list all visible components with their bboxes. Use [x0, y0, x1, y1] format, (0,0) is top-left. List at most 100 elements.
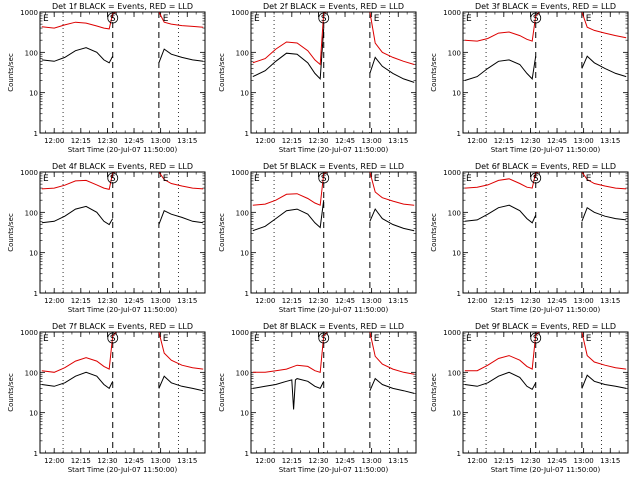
detector-panel-1: Det 1f BLACK = Events, RED = LLD Counts/s… — [7, 2, 206, 154]
series-line-events-seg1 — [41, 205, 114, 226]
y-tick-label: 100 — [25, 369, 38, 377]
x-tick-label: 13:00 — [362, 137, 382, 145]
x-tick-label: 12:00 — [44, 457, 64, 465]
start-marker-label: S — [110, 14, 116, 24]
y-tick-label: 10 — [240, 90, 249, 98]
x-tick-label: 13:15 — [600, 137, 620, 145]
x-tick-label: 12:45 — [124, 137, 144, 145]
series-line-lld-seg1 — [464, 331, 540, 372]
x-tick-label: 13:15 — [388, 137, 408, 145]
x-tick-label: 13:00 — [362, 457, 382, 465]
y-tick-label: 1000 — [231, 9, 249, 17]
panel-title: Det 6f BLACK = Events, RED = LLD — [475, 162, 616, 171]
x-axis-label: Start Time (20-Jul-07 11:50:00) — [491, 466, 601, 474]
series-line-lld-seg1 — [252, 11, 328, 66]
series-line-events-seg1 — [464, 204, 537, 224]
left-edge-marker-label: E — [254, 14, 260, 24]
x-tick-label: 13:15 — [177, 457, 197, 465]
y-tick-label: 1000 — [20, 9, 38, 17]
x-tick-label: 12:00 — [255, 297, 275, 305]
x-tick-label: 12:30 — [520, 297, 540, 305]
x-tick-label: 12:15 — [282, 457, 302, 465]
series-line-events-seg1 — [252, 28, 325, 81]
plot-frame — [462, 11, 629, 134]
y-tick-label: 1000 — [231, 169, 249, 177]
series-line-events-seg2 — [158, 210, 204, 225]
x-tick-label: 12:45 — [547, 297, 567, 305]
y-tick-label: 100 — [25, 209, 38, 217]
start-marker-circle — [107, 172, 119, 184]
start-marker-label: S — [321, 174, 327, 184]
y-axis-label: Counts/sec — [218, 213, 226, 252]
panel-title: Det 2f BLACK = Events, RED = LLD — [263, 2, 404, 11]
y-tick-label: 10 — [452, 250, 461, 258]
x-tick-label: 12:00 — [467, 297, 487, 305]
y-tick-label: 10 — [240, 250, 249, 258]
panel-title: Det 7f BLACK = Events, RED = LLD — [52, 322, 193, 331]
x-tick-label: 12:00 — [467, 457, 487, 465]
x-tick-label: 12:15 — [282, 297, 302, 305]
x-tick-label: 12:15 — [282, 137, 302, 145]
series-line-lld-seg2 — [581, 171, 627, 190]
plot-frame — [250, 11, 417, 134]
series-line-events-seg1 — [464, 56, 537, 81]
series-line-lld-seg2 — [158, 11, 204, 28]
x-tick-label: 13:15 — [388, 297, 408, 305]
start-marker-circle — [318, 12, 330, 24]
series-line-events-seg2 — [581, 374, 627, 389]
left-edge-marker-label: E — [43, 14, 49, 24]
x-tick-label: 12:30 — [97, 297, 117, 305]
series-line-events-seg2 — [581, 55, 627, 78]
x-tick-label: 12:45 — [124, 457, 144, 465]
x-tick-label: 12:15 — [494, 457, 514, 465]
left-edge-marker-label: E — [43, 174, 49, 184]
y-tick-label: 100 — [448, 209, 461, 217]
start-marker-circle — [530, 332, 542, 344]
y-tick-label: 1 — [245, 450, 249, 458]
x-tick-label: 12:30 — [520, 137, 540, 145]
y-tick-label: 1 — [245, 290, 249, 298]
plot-frame — [39, 11, 206, 134]
end-marker-label: E — [163, 14, 169, 24]
series-line-lld-seg2 — [369, 11, 415, 65]
plot-frame — [39, 331, 206, 454]
detector-panel-9: Det 9f BLACK = Events, RED = LLD Counts/s… — [430, 322, 629, 474]
start-marker-label: S — [533, 14, 539, 24]
detector-panel-6: Det 6f BLACK = Events, RED = LLD Counts/s… — [430, 162, 629, 314]
x-tick-label: 12:00 — [255, 137, 275, 145]
y-axis-label: Counts/sec — [218, 53, 226, 92]
y-tick-label: 100 — [236, 209, 249, 217]
end-marker-label: E — [163, 174, 169, 184]
x-tick-label: 13:00 — [574, 297, 594, 305]
panel-title: Det 1f BLACK = Events, RED = LLD — [52, 2, 193, 11]
y-tick-label: 100 — [236, 369, 249, 377]
end-marker-label: E — [586, 174, 592, 184]
x-tick-label: 12:30 — [97, 137, 117, 145]
series-line-events-seg1 — [464, 371, 537, 390]
x-tick-label: 12:45 — [335, 297, 355, 305]
x-tick-label: 13:15 — [177, 297, 197, 305]
y-tick-label: 1 — [245, 130, 249, 138]
x-tick-label: 13:15 — [600, 457, 620, 465]
series-line-lld-seg2 — [158, 331, 204, 370]
detector-panel-5: Det 5f BLACK = Events, RED = LLD Counts/s… — [218, 162, 417, 314]
x-tick-label: 12:15 — [494, 297, 514, 305]
x-axis-label: Start Time (20-Jul-07 11:50:00) — [279, 146, 389, 154]
panel-title: Det 4f BLACK = Events, RED = LLD — [52, 162, 193, 171]
plot-frame — [39, 171, 206, 294]
start-marker-label: S — [533, 334, 539, 344]
y-tick-label: 100 — [448, 49, 461, 57]
detector-panel-2: Det 2f BLACK = Events, RED = LLD Counts/s… — [218, 2, 417, 154]
detector-panel-7: Det 7f BLACK = Events, RED = LLD Counts/s… — [7, 322, 206, 474]
series-line-events-seg2 — [158, 375, 204, 392]
series-line-events-seg1 — [41, 371, 114, 390]
x-tick-label: 12:30 — [520, 457, 540, 465]
x-tick-label: 12:15 — [71, 137, 91, 145]
end-marker-label: E — [374, 174, 380, 184]
x-tick-label: 12:00 — [44, 297, 64, 305]
start-marker-circle — [318, 332, 330, 344]
y-tick-label: 10 — [452, 410, 461, 418]
left-edge-marker-label: E — [254, 174, 260, 184]
y-tick-label: 1 — [457, 450, 461, 458]
